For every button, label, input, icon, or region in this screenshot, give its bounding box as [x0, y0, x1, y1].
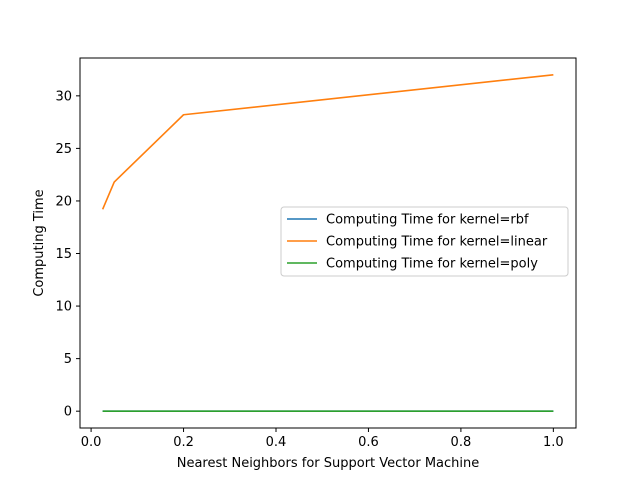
- legend-label-0: Computing Time for kernel=rbf: [326, 213, 529, 228]
- y-axis-label: Computing Time: [32, 189, 47, 296]
- x-tick-label: 0.0: [81, 435, 102, 450]
- y-tick-label: 0: [64, 405, 72, 420]
- x-tick-label: 0.2: [173, 435, 194, 450]
- x-axis-label: Nearest Neighbors for Support Vector Mac…: [177, 456, 480, 471]
- legend-box: [280, 206, 569, 277]
- x-tick-label: 0.6: [358, 435, 379, 450]
- legend-label-2: Computing Time for kernel=poly: [326, 257, 538, 272]
- y-axis: 0 5 10 15 20 25 30: [55, 89, 80, 420]
- plot-frame: [79, 57, 577, 429]
- y-tick-label: 5: [64, 352, 72, 367]
- y-tick-label: 25: [55, 142, 72, 157]
- x-axis: 0.0 0.2 0.4 0.6 0.8 1.0: [81, 428, 564, 450]
- y-tick-label: 20: [55, 194, 72, 209]
- y-tick-label: 30: [55, 89, 72, 104]
- y-tick-label: 15: [55, 247, 72, 262]
- legend-label-1: Computing Time for kernel=linear: [326, 235, 548, 250]
- x-tick-label: 0.8: [451, 435, 472, 450]
- series-line-1: [101, 74, 554, 210]
- x-tick-label: 1.0: [543, 435, 564, 450]
- x-tick-label: 0.4: [266, 435, 287, 450]
- series-layer: [101, 74, 554, 412]
- legend: Computing Time for kernel=rbf Computing T…: [280, 206, 569, 277]
- y-tick-label: 10: [55, 300, 72, 315]
